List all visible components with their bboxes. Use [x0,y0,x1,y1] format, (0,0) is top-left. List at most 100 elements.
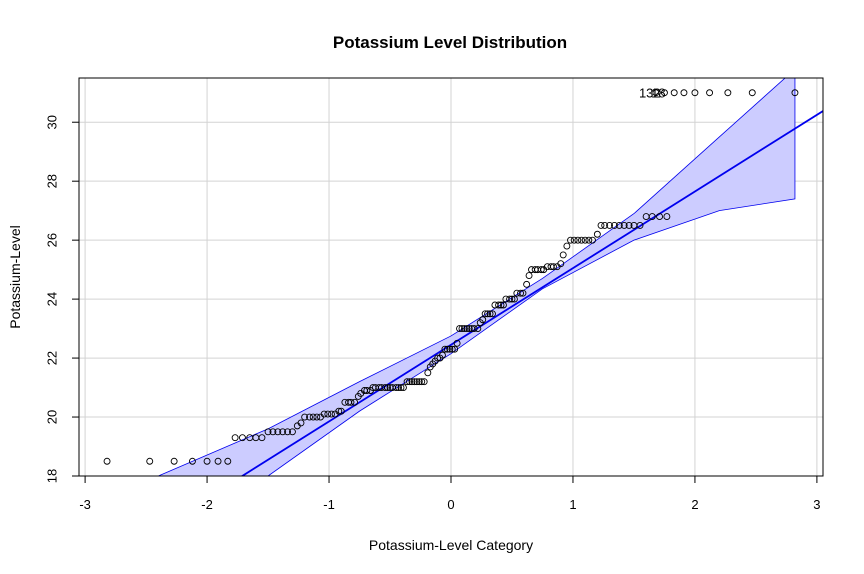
data-point [395,384,403,392]
data-point [384,384,392,392]
data-point [574,236,582,244]
y-tick-label: 20 [44,410,59,424]
data-point [463,325,471,333]
data-point [288,428,296,436]
data-point [335,407,343,415]
x-axis: -3 -2 -1 0 1 2 3 [79,475,821,512]
confidence-band-area [157,78,796,476]
data-point [663,213,671,221]
data-point [486,310,494,318]
data-point [517,289,524,297]
data-point [601,221,609,229]
data-point [434,354,442,362]
data-point [519,289,527,297]
data-point [474,325,482,333]
data-point [456,325,463,333]
data-point [328,410,335,418]
y-tick-label: 18 [44,469,59,483]
x-tick-label: -1 [323,497,335,512]
x-tick-label: 0 [447,497,454,512]
data-point [451,345,459,353]
y-tick-label: 26 [44,233,59,247]
data-point [615,221,623,229]
data-point [224,457,232,465]
data-point [550,263,557,271]
x-tick-label: -2 [201,497,213,512]
data-point [399,384,407,392]
data-point [484,310,492,318]
data-point [231,434,239,442]
data-point [274,428,282,436]
data-point [724,89,732,97]
data-point [441,345,449,353]
data-point [563,242,571,250]
x-tick-label: 3 [813,497,820,512]
point-label: 132 [639,86,661,101]
data-point [636,221,644,229]
grid [79,78,823,477]
data-point [567,236,574,244]
data-point [269,428,277,436]
data-point [656,213,664,221]
x-tick-label: 2 [691,497,698,512]
data-point [446,345,454,353]
data-point [381,384,389,392]
data-point [453,339,461,347]
data-point [557,260,565,268]
data-points [103,89,799,465]
data-point [458,325,466,333]
data-point [392,384,400,392]
data-point [578,236,585,244]
data-point [403,378,411,386]
y-tick-label: 28 [44,174,59,188]
data-point [406,378,413,386]
data-point [465,325,473,333]
data-point [470,325,478,333]
data-point [606,221,614,229]
data-point [670,89,678,97]
data-point [479,316,487,324]
point-label: 18 [651,86,665,101]
data-point [523,280,531,288]
data-point [597,221,605,229]
data-point [660,89,668,97]
data-point [284,428,292,436]
data-point [525,272,533,279]
data-point [413,378,421,386]
reference-line [240,110,823,476]
data-point [420,378,428,386]
data-point [610,221,618,229]
y-axis: 18 20 22 24 26 28 30 [44,115,80,483]
reference-line-group [240,110,823,476]
data-point [397,384,405,392]
data-point [625,221,633,229]
data-point [347,398,355,406]
data-point [620,221,628,229]
data-point [559,251,567,259]
data-point [313,413,321,421]
data-point [581,236,589,244]
data-point [238,434,246,442]
data-point [748,89,756,97]
data-point [448,345,456,353]
data-point [680,89,688,97]
y-tick-label: 22 [44,351,59,365]
data-point [706,89,714,97]
data-point [439,351,446,359]
data-point [363,387,371,394]
y-tick-label: 24 [44,292,59,306]
data-point [103,457,111,465]
confidence-band [157,78,796,476]
x-axis-label: Potassium-Level Category [369,537,533,553]
data-point [320,410,328,418]
data-point [424,369,432,377]
data-point [460,325,468,333]
data-point [791,89,799,97]
data-point [418,378,426,386]
data-point [508,295,516,303]
data-point [497,301,505,309]
y-axis-label: Potassium-Level [7,225,23,329]
data-point [691,89,699,97]
data-point [510,295,518,303]
